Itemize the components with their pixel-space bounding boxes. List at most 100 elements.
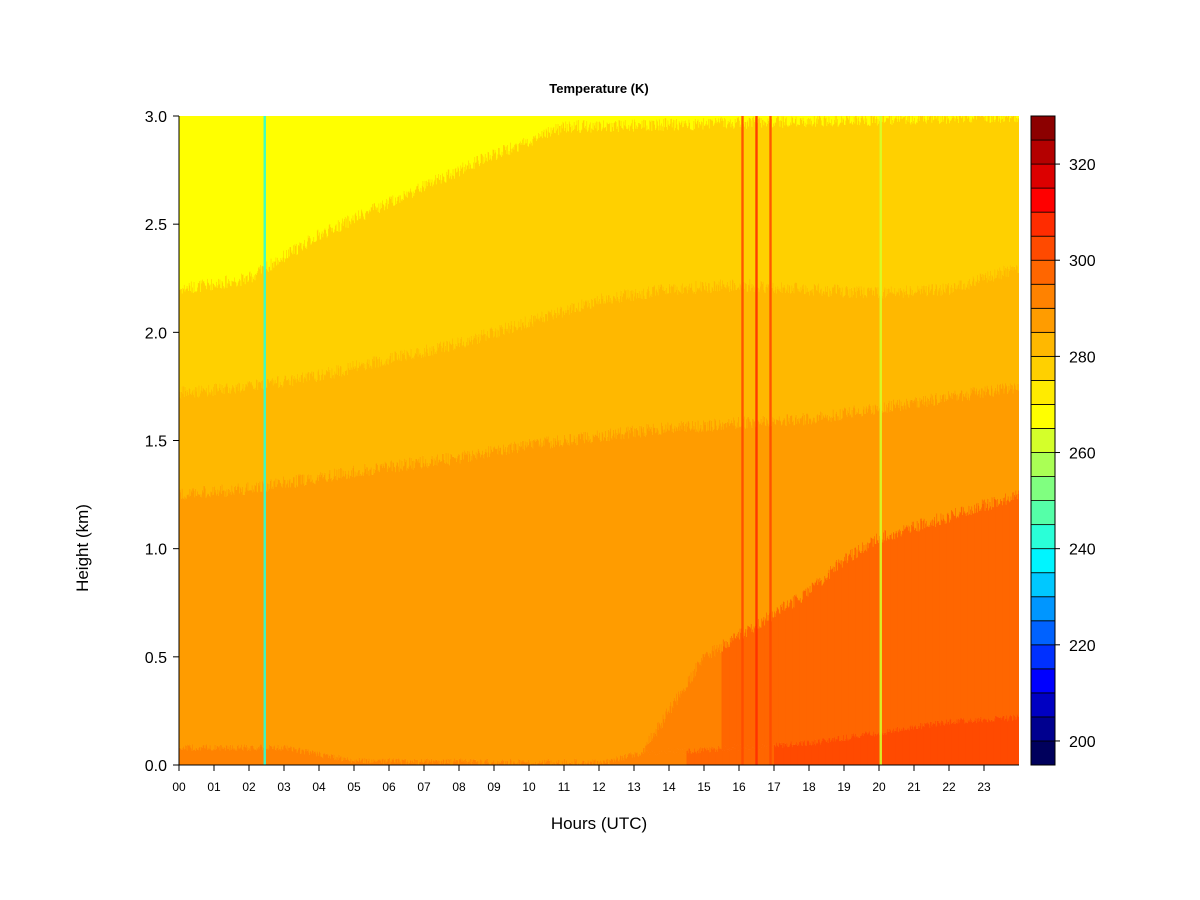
heatmap-cell [562,445,564,764]
heatmap-column [424,116,426,765]
heatmap-cell [359,366,361,476]
heatmap-cell [453,116,455,176]
heatmap-cell [586,763,588,765]
heatmap-cell [503,116,505,146]
heatmap-cell [247,381,249,483]
heatmap-cell [400,763,402,765]
heatmap-cell [598,301,600,439]
heatmap-cell [526,762,529,765]
heatmap-cell [258,482,260,747]
heatmap-cell [646,292,648,424]
heatmap-cell [531,440,534,765]
heatmap-cell [649,116,651,121]
heatmap-column [304,116,306,765]
heatmap-cell [400,116,402,196]
heatmap-cell [450,760,452,765]
heatmap-cell [377,116,379,208]
heatmap-column [267,116,270,765]
heatmap-cell [522,449,524,762]
heatmap-cell [421,185,424,355]
heatmap-cell [256,747,258,765]
heatmap-cell [538,762,541,765]
heatmap-column [244,116,247,765]
heatmap-cell [599,439,601,765]
heatmap-cell [448,169,450,352]
heatmap-cell [599,298,601,433]
heatmap-column [337,116,340,765]
heatmap-cell [277,375,279,480]
heatmap-cell [555,312,557,442]
heatmap-column [393,116,396,765]
heatmap-cell [314,751,316,765]
heatmap-cell [439,180,441,344]
heatmap-cell [244,116,247,285]
heatmap-cell [307,372,310,480]
heatmap-cell [456,171,459,347]
heatmap-cell [313,236,315,373]
heatmap-column [221,116,223,765]
heatmap-cell [401,460,403,760]
heatmap-cell [619,120,621,303]
heatmap-cell [546,760,548,765]
heatmap-cell [413,763,415,765]
heatmap-cell [575,311,577,443]
heatmap-cell [195,391,198,496]
heatmap-cell [480,340,482,458]
heatmap-cell [573,121,576,304]
heatmap-cell [484,453,486,762]
heatmap-cell [554,116,556,133]
heatmap-cell [610,428,612,761]
heatmap-cell [437,342,439,455]
heatmap-cell [412,116,414,198]
heatmap-cell [420,466,422,763]
heatmap-cell [179,747,181,765]
heatmap-cell [490,446,492,765]
heatmap-column [588,116,590,765]
heatmap-cell [615,300,618,439]
heatmap-column [256,116,258,765]
heatmap-cell [641,290,643,429]
heatmap-cell [384,365,387,462]
heatmap-cell [179,391,181,490]
heatmap-cell [414,759,416,762]
heatmap-cell [425,459,427,761]
heatmap-column [541,116,543,765]
heatmap-cell [383,465,385,765]
heatmap-cell [307,749,310,765]
heatmap-cell [257,389,259,493]
heatmap-cell [401,201,403,351]
heatmap-cell [424,191,426,348]
heatmap-column [493,116,495,765]
heatmap-cell [414,761,416,765]
heatmap-column [369,116,371,765]
heatmap-cell [445,453,447,760]
heatmap-column [671,116,674,765]
heatmap-cell [650,121,652,296]
heatmap-cell [568,116,570,132]
heatmap-cell [293,477,296,748]
heatmap-cell [553,126,555,315]
heatmap-cell [432,355,434,460]
heatmap-cell [573,435,576,765]
heatmap-cell [624,119,627,292]
heatmap-cell [407,760,409,765]
heatmap-cell [505,116,507,151]
heatmap-column [564,116,566,765]
heatmap-column [180,116,182,765]
heatmap-cell [406,761,408,765]
heatmap-column [667,116,669,765]
heatmap-column [319,116,321,765]
heatmap-cell [299,474,301,748]
heatmap-cell [447,174,449,342]
heatmap-cell [603,760,605,765]
heatmap-column [643,116,645,765]
heatmap-cell [566,312,568,443]
heatmap-cell [609,116,611,123]
heatmap-cell [214,744,216,765]
heatmap-column [456,116,458,765]
heatmap-cell [316,116,318,241]
heatmap-column [601,116,603,765]
heatmap-cell [381,762,383,765]
heatmap-cell [502,454,504,760]
heatmap-cell [636,430,639,753]
